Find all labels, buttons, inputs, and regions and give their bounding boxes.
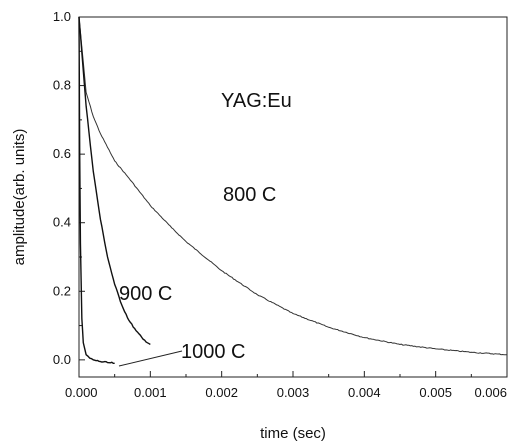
- x-tick-label: 0.005: [419, 385, 452, 400]
- y-axis-label: amplitude(arb. units): [11, 129, 28, 266]
- y-tick-label: 0.8: [53, 78, 71, 93]
- x-tick-label: 0.004: [348, 385, 381, 400]
- series-line-900-c: [78, 16, 151, 346]
- y-tick-label: 0.2: [53, 283, 71, 298]
- x-tick-label: 0.001: [134, 385, 167, 400]
- y-tick-label: 1.0: [53, 9, 71, 24]
- x-axis-label: time (sec): [260, 425, 326, 442]
- x-tick-label: 0.000: [65, 385, 98, 400]
- y-tick-label: 0.0: [53, 352, 71, 367]
- annotation-900c: 900 C: [119, 283, 172, 305]
- series-line-1000-c: [78, 16, 115, 365]
- ticks-layer: 0.000 0.001 0.002 0.003 0.004 0.005 0.006 0.0 0.…: [53, 9, 508, 400]
- annotation-1000c-pointer: [118, 350, 183, 367]
- y-tick-label: 0.4: [53, 215, 71, 230]
- annotation-800c: 800 C: [223, 184, 276, 206]
- series-line-800-c: [78, 16, 508, 356]
- x-tick-label: 0.003: [277, 385, 310, 400]
- annotation-1000c: 1000 C: [181, 341, 246, 363]
- y-tick-label: 0.6: [53, 146, 71, 161]
- series-layer: [78, 16, 508, 365]
- annotation-yag-eu: YAG:Eu: [221, 90, 292, 112]
- x-tick-label: 0.006: [474, 385, 507, 400]
- x-tick-label: 0.002: [205, 385, 238, 400]
